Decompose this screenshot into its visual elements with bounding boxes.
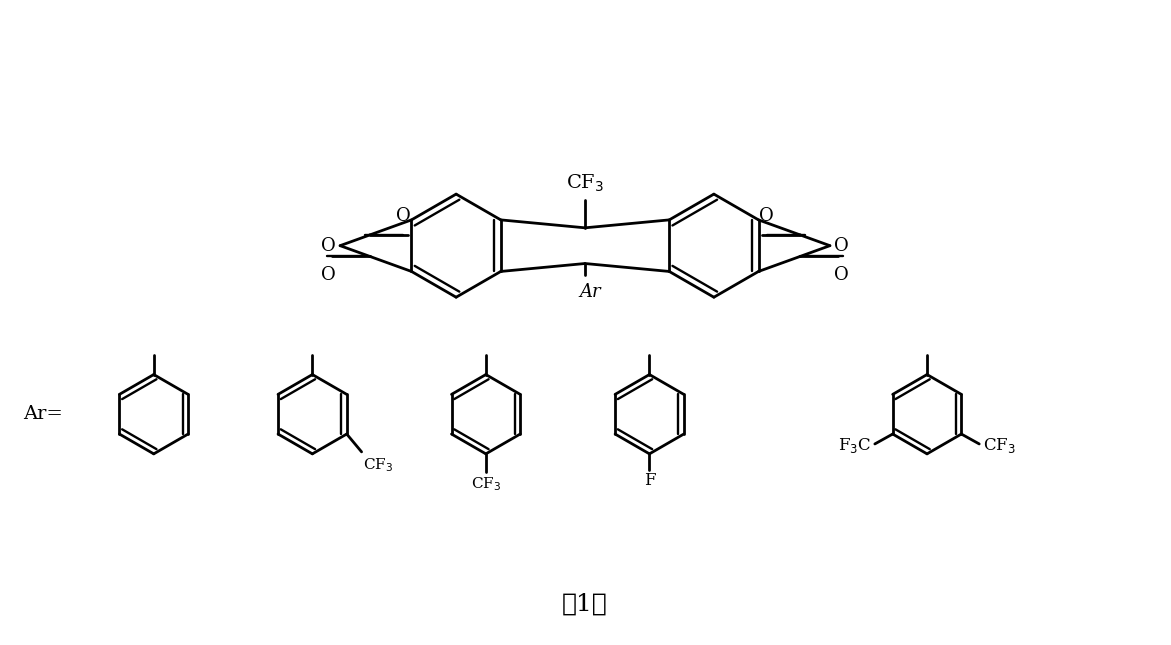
Text: CF$_3$: CF$_3$ [471,475,501,493]
Text: O: O [397,207,411,225]
Text: CF$_3$: CF$_3$ [566,173,604,194]
Text: F: F [644,471,656,489]
Text: F$_3$C: F$_3$C [837,437,871,455]
Text: O: O [835,237,849,255]
Text: Ar=: Ar= [23,405,63,423]
Text: CF$_3$: CF$_3$ [363,456,392,473]
Text: O: O [321,237,336,255]
Text: （1）: （1） [562,593,608,616]
Text: O: O [759,207,774,225]
Text: Ar: Ar [580,283,601,301]
Text: O: O [321,266,336,284]
Text: O: O [834,266,849,284]
Text: CF$_3$: CF$_3$ [984,437,1016,455]
